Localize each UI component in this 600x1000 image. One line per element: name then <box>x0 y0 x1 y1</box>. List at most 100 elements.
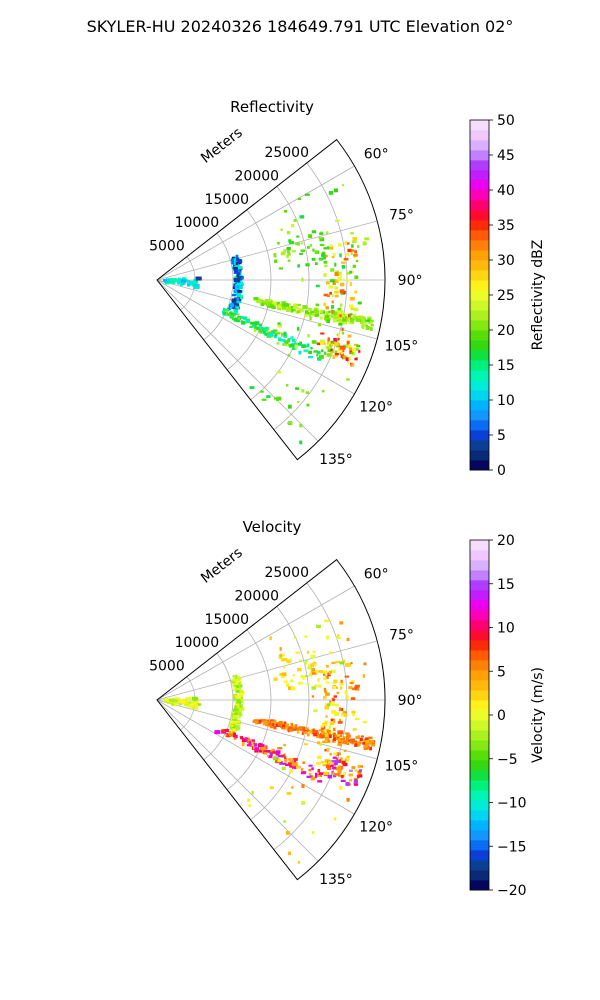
echo-gate <box>260 390 264 393</box>
colorbar-band <box>470 460 489 471</box>
echo-gate <box>287 762 291 765</box>
echo-gate <box>182 277 187 281</box>
echo-gate <box>247 798 251 803</box>
echo-gate <box>233 318 238 322</box>
echo-gate <box>346 378 350 381</box>
colorbar-band <box>470 220 489 231</box>
echo-gate <box>350 249 355 252</box>
echo-gate <box>319 742 322 747</box>
echo-gate <box>309 729 313 734</box>
colorbar-band <box>470 340 489 351</box>
echo-gate <box>363 322 367 326</box>
range-ring <box>273 582 348 851</box>
echo-gate <box>352 728 357 731</box>
echo-gate <box>270 720 274 724</box>
echo-gate <box>327 348 333 352</box>
echo-gate <box>329 752 332 756</box>
echo-gate <box>232 258 237 261</box>
echo-gate <box>334 737 339 741</box>
colorbar-band <box>470 140 489 151</box>
echo-gate <box>324 705 329 710</box>
echo-gate <box>193 285 196 289</box>
echo-gate <box>258 749 262 753</box>
radial-axis-label: Meters <box>198 545 246 587</box>
colorbar-band <box>470 650 489 661</box>
echo-cell <box>195 276 202 281</box>
colorbar-band <box>470 390 489 401</box>
echo-gate <box>282 762 287 765</box>
echo-gate <box>246 737 251 740</box>
echo-gate <box>352 237 358 241</box>
echo-gate <box>315 732 320 735</box>
echo-gate <box>277 331 281 335</box>
echo-gate <box>334 311 339 316</box>
echo-gate <box>333 188 339 193</box>
echo-gate <box>163 279 167 282</box>
echo-gate <box>342 762 348 767</box>
echo-gate <box>235 712 240 715</box>
echo-gate <box>192 283 197 287</box>
echo-gate <box>277 305 282 308</box>
echo-gate <box>323 260 328 264</box>
echo-gate <box>259 331 263 334</box>
echo-gate <box>229 316 234 319</box>
echo-gate <box>336 691 340 695</box>
echo-gate <box>365 324 368 328</box>
echo-gate <box>271 748 275 752</box>
echo-gate <box>339 621 344 625</box>
echo-gate <box>299 252 303 255</box>
echo-gate <box>307 312 313 316</box>
echo-gate <box>240 704 243 708</box>
echo-gate <box>234 674 238 678</box>
echo-gate <box>258 323 262 327</box>
echo-gate <box>347 316 351 320</box>
echo-gate <box>305 659 308 662</box>
echo-gate <box>304 675 309 678</box>
echo-gate <box>229 723 234 727</box>
echo-gate <box>296 727 301 731</box>
colorbar-band <box>470 240 489 251</box>
echo-gate <box>176 282 182 285</box>
echo-gate <box>326 747 330 751</box>
echo-gate <box>340 738 344 742</box>
echo-gate <box>241 321 246 325</box>
echo-gate <box>266 395 271 398</box>
echo-gate <box>304 727 309 730</box>
echo-gate <box>297 264 300 268</box>
echo-gate <box>241 742 245 747</box>
echo-gate <box>280 724 283 729</box>
echo-gate <box>253 719 258 722</box>
echo-gate <box>333 354 338 358</box>
echo-gate <box>368 736 373 739</box>
echo-gate <box>276 342 280 345</box>
echo-gate <box>369 746 372 751</box>
echo-gate <box>328 310 331 314</box>
echo-gate <box>333 762 338 766</box>
echo-gate <box>352 316 356 319</box>
echo-gate <box>327 774 333 779</box>
colorbar-tick-label: 20 <box>497 533 515 549</box>
echo-gate <box>263 752 268 755</box>
colorbar-band <box>470 790 489 801</box>
echo-gate <box>197 703 202 706</box>
echo-gate <box>257 298 261 302</box>
colorbar-band <box>470 860 489 871</box>
echo-gate <box>294 310 297 313</box>
echo-gate <box>356 688 360 691</box>
echo-gate <box>317 741 321 745</box>
echo-gate <box>238 281 244 286</box>
echo-gate <box>314 314 319 317</box>
echo-gate <box>289 759 294 763</box>
colorbar-tick-label: 30 <box>497 253 515 269</box>
echo-gate <box>278 267 283 270</box>
echo-gate <box>331 662 335 665</box>
echo-gate <box>283 743 286 747</box>
echo-gate <box>289 241 294 244</box>
echo-gate <box>331 709 336 714</box>
echo-gate <box>279 647 282 651</box>
echo-gate <box>321 730 325 733</box>
echo-gate <box>348 769 353 772</box>
echo-gate <box>332 280 336 285</box>
echo-gate <box>298 350 302 355</box>
echo-gate <box>371 744 375 747</box>
